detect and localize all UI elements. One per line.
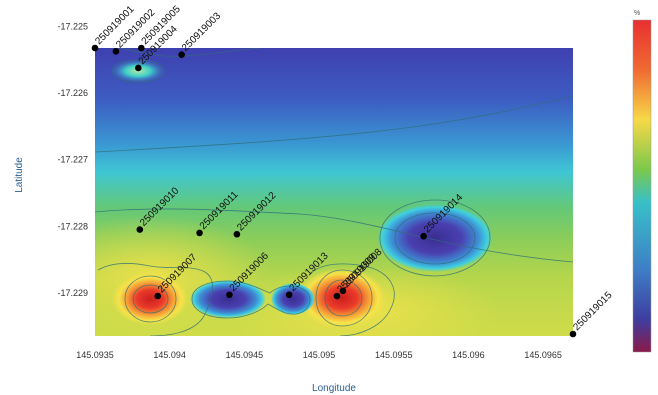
y-axis-title: Latitude [14,157,25,193]
plot-area [95,48,573,336]
sample-point-label: 250919015 [571,290,614,333]
sample-point-label: 250919003 [180,10,223,53]
sample-point-marker [196,229,203,237]
hotspot-left [112,273,188,325]
y-tick-label: -17.225 [57,22,88,32]
x-tick-label: 145.0965 [524,350,562,360]
x-tick-label: 145.096 [452,350,485,360]
sample-point-marker [420,232,427,240]
y-tick-label: -17.226 [57,88,88,98]
x-axis-title: Longitude [312,383,356,394]
coldspot-center-right [271,283,315,315]
y-tick-labels: -17.225 -17.226 -17.227 -17.228 -17.229 [57,22,88,298]
y-tick-label: -17.228 [57,221,88,231]
x-tick-label: 145.0955 [375,350,413,360]
coldspot-center [190,280,266,318]
sample-point-marker [91,44,99,52]
contour-lines [95,48,573,336]
x-tick-labels: 145.0935 145.094 145.0945 145.095 145.0955 14… [76,350,562,360]
y-tick-label: -17.229 [57,288,88,298]
y-tick-label: -17.227 [57,155,88,165]
x-tick-label: 145.0935 [76,350,114,360]
sample-point-marker [285,291,293,299]
x-tick-label: 145.095 [303,350,336,360]
sample-point-marker [135,64,142,72]
colorbar-title: % [634,10,640,17]
sample-point-marker [138,44,145,52]
colorbar: % [632,10,652,353]
sample-point-marker [233,230,241,238]
axes: -17.225 -17.226 -17.227 -17.228 -17.229 145.… [14,22,562,394]
sample-point-marker [569,330,577,338]
sample-point-marker [136,226,144,233]
sample-point-marker [226,291,233,299]
x-tick-label: 145.0945 [226,350,264,360]
sample-point-marker [333,292,341,300]
sample-point-marker [154,292,162,300]
x-tick-label: 145.094 [153,350,186,360]
sample-point-marker [178,51,185,58]
colorbar-gradient [632,19,652,353]
sample-point-marker [112,48,120,55]
sample-point-marker [339,287,347,295]
